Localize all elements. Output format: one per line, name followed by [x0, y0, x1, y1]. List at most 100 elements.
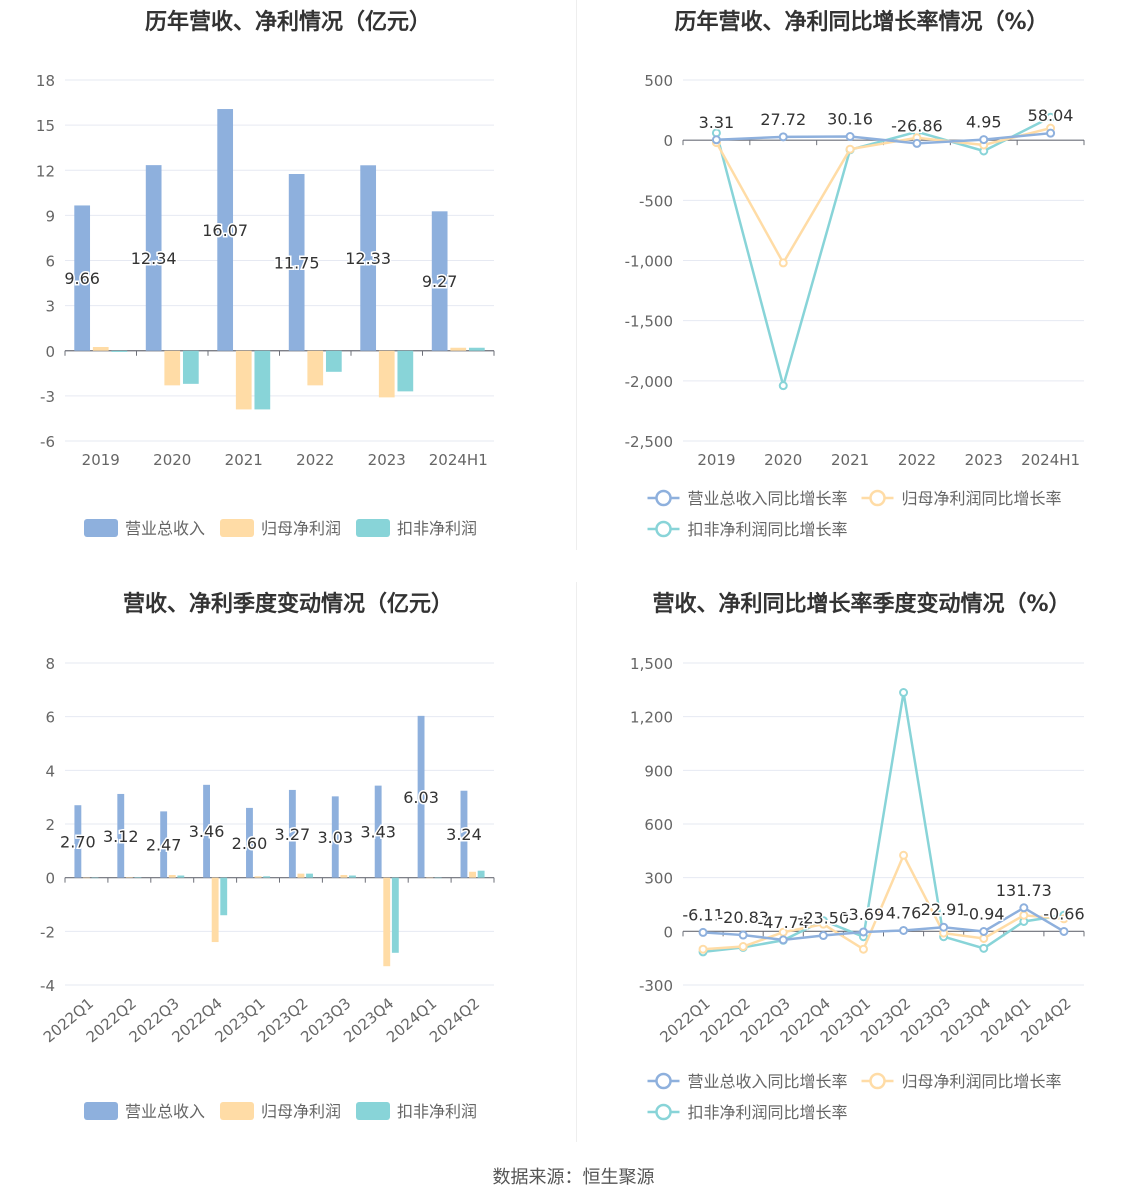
- bar: [74, 205, 91, 351]
- bar: [383, 877, 391, 967]
- bar: [160, 811, 168, 878]
- legend-item: 归母净利润同比增长率: [861, 489, 1062, 508]
- bar: [331, 796, 339, 878]
- bar: [182, 350, 199, 384]
- y-tick-label: -3: [40, 388, 55, 406]
- chart-plot: -2,500 -2,000 -1,500 -1,000 -500 0 500 2019 2020…: [625, 72, 1085, 539]
- bar: [177, 875, 185, 878]
- data-point: [818, 931, 828, 941]
- bar: [235, 350, 252, 410]
- bar: [164, 350, 181, 386]
- data-label: 2.60: [232, 834, 268, 853]
- legend-label: 扣非净利润: [397, 519, 477, 538]
- y-tick-label: 0: [663, 132, 673, 150]
- bar: [325, 350, 342, 372]
- legend-label: 归母净利润: [261, 519, 341, 538]
- legend-item: 归母净利润: [220, 519, 341, 538]
- data-label: 16.07: [202, 221, 248, 240]
- legend-label: 扣非净利润同比增长率: [688, 1103, 848, 1122]
- x-tick-label: 2023: [368, 451, 406, 469]
- data-point: [979, 135, 989, 145]
- series-line: [702, 906, 1065, 942]
- y-tick-label: 600: [644, 816, 673, 834]
- legend-label: 归母净利润同比增长率: [902, 1072, 1062, 1091]
- chart-title: 营收、净利季度变动情况（亿元）: [122, 592, 453, 617]
- data-label: -0.94: [963, 905, 1004, 924]
- data-point: [939, 922, 949, 932]
- y-tick-label: 8: [45, 655, 55, 673]
- panel-divider: [576, 582, 577, 1142]
- legend-label: 营业总收入同比增长率: [688, 1072, 848, 1091]
- legend-item: 营业总收入同比增长率: [647, 1072, 848, 1091]
- y-tick-label: 0: [45, 343, 55, 361]
- bar: [254, 350, 271, 410]
- legend-item: 营业总收入: [84, 519, 205, 538]
- data-label: 131.73: [996, 881, 1052, 900]
- series-line: [715, 116, 1052, 391]
- data-label: 2.47: [146, 836, 182, 855]
- bar: [307, 350, 324, 386]
- data-point: [778, 132, 788, 142]
- data-label: 9.27: [422, 272, 458, 291]
- data-label: 30.16: [827, 110, 873, 129]
- data-point: [1059, 926, 1069, 936]
- legend-marker: [655, 1072, 672, 1090]
- data-point: [899, 688, 909, 698]
- y-tick-label: -2,000: [625, 373, 673, 391]
- y-tick-label: -1,500: [625, 313, 673, 331]
- series-line: [702, 692, 1065, 954]
- bar: [378, 350, 395, 398]
- x-tick-label: 2019: [82, 451, 120, 469]
- y-tick-label: 6: [45, 253, 55, 271]
- data-point: [818, 919, 828, 929]
- bar: [91, 877, 99, 879]
- data-source-note: 数据来源：恒生聚源: [492, 1167, 655, 1188]
- data-point: [738, 930, 748, 940]
- quarterly-growth-rate-chart: 营收、净利同比增长率季度变动情况（%） -300 0 300 600 900 1,200 1…: [576, 582, 1147, 1152]
- data-label: 22.91: [921, 900, 967, 919]
- data-point: [711, 135, 721, 145]
- y-tick-label: -500: [639, 192, 673, 210]
- bar: [168, 874, 176, 878]
- annual-growth-rate-chart: 历年营收、净利同比增长率情况（%） -2,500 -2,000 -1,500 -1,0…: [576, 0, 1147, 560]
- y-tick-label: 2: [45, 816, 55, 834]
- bar: [125, 877, 133, 878]
- bar: [468, 347, 485, 351]
- legend-label: 归母净利润: [261, 1102, 341, 1121]
- legend-label: 扣非净利润同比增长率: [688, 520, 848, 539]
- data-point: [845, 132, 855, 142]
- data-point: [979, 933, 989, 943]
- y-tick-label: -2: [40, 923, 55, 941]
- y-tick-label: -300: [639, 977, 673, 995]
- legend-item: 归母净利润同比增长率: [861, 1072, 1062, 1091]
- data-label: 4.95: [966, 113, 1002, 132]
- legend-swatch: [220, 1102, 254, 1120]
- data-point: [698, 944, 708, 954]
- bar: [431, 211, 448, 351]
- y-tick-label: 1,500: [630, 655, 673, 673]
- series-line: [716, 131, 1051, 145]
- data-point: [979, 927, 989, 937]
- y-tick-label: 12: [36, 162, 55, 180]
- y-tick-label: 500: [644, 72, 673, 90]
- legend-label: 营业总收入同比增长率: [688, 489, 848, 508]
- data-point: [845, 144, 855, 154]
- y-tick-label: -1,000: [625, 253, 673, 271]
- x-tick-label: 2022: [296, 451, 334, 469]
- data-label: 3.46: [189, 822, 225, 841]
- data-label: 11.75: [274, 253, 320, 272]
- data-label: 3.43: [360, 823, 396, 842]
- x-tick-label: 2022: [898, 451, 936, 469]
- bar: [397, 350, 414, 392]
- x-tick-label: 2021: [831, 451, 869, 469]
- bar: [297, 873, 305, 878]
- bar: [111, 350, 128, 352]
- data-label: 3.27: [275, 825, 311, 844]
- data-label: 9.66: [64, 269, 100, 288]
- legend-item: 扣非净利润: [356, 519, 477, 538]
- data-label: 12.34: [131, 249, 177, 268]
- y-tick-label: 900: [644, 762, 673, 780]
- bar: [117, 793, 125, 878]
- data-label: 6.03: [403, 788, 439, 807]
- data-label: -20.83: [717, 908, 769, 927]
